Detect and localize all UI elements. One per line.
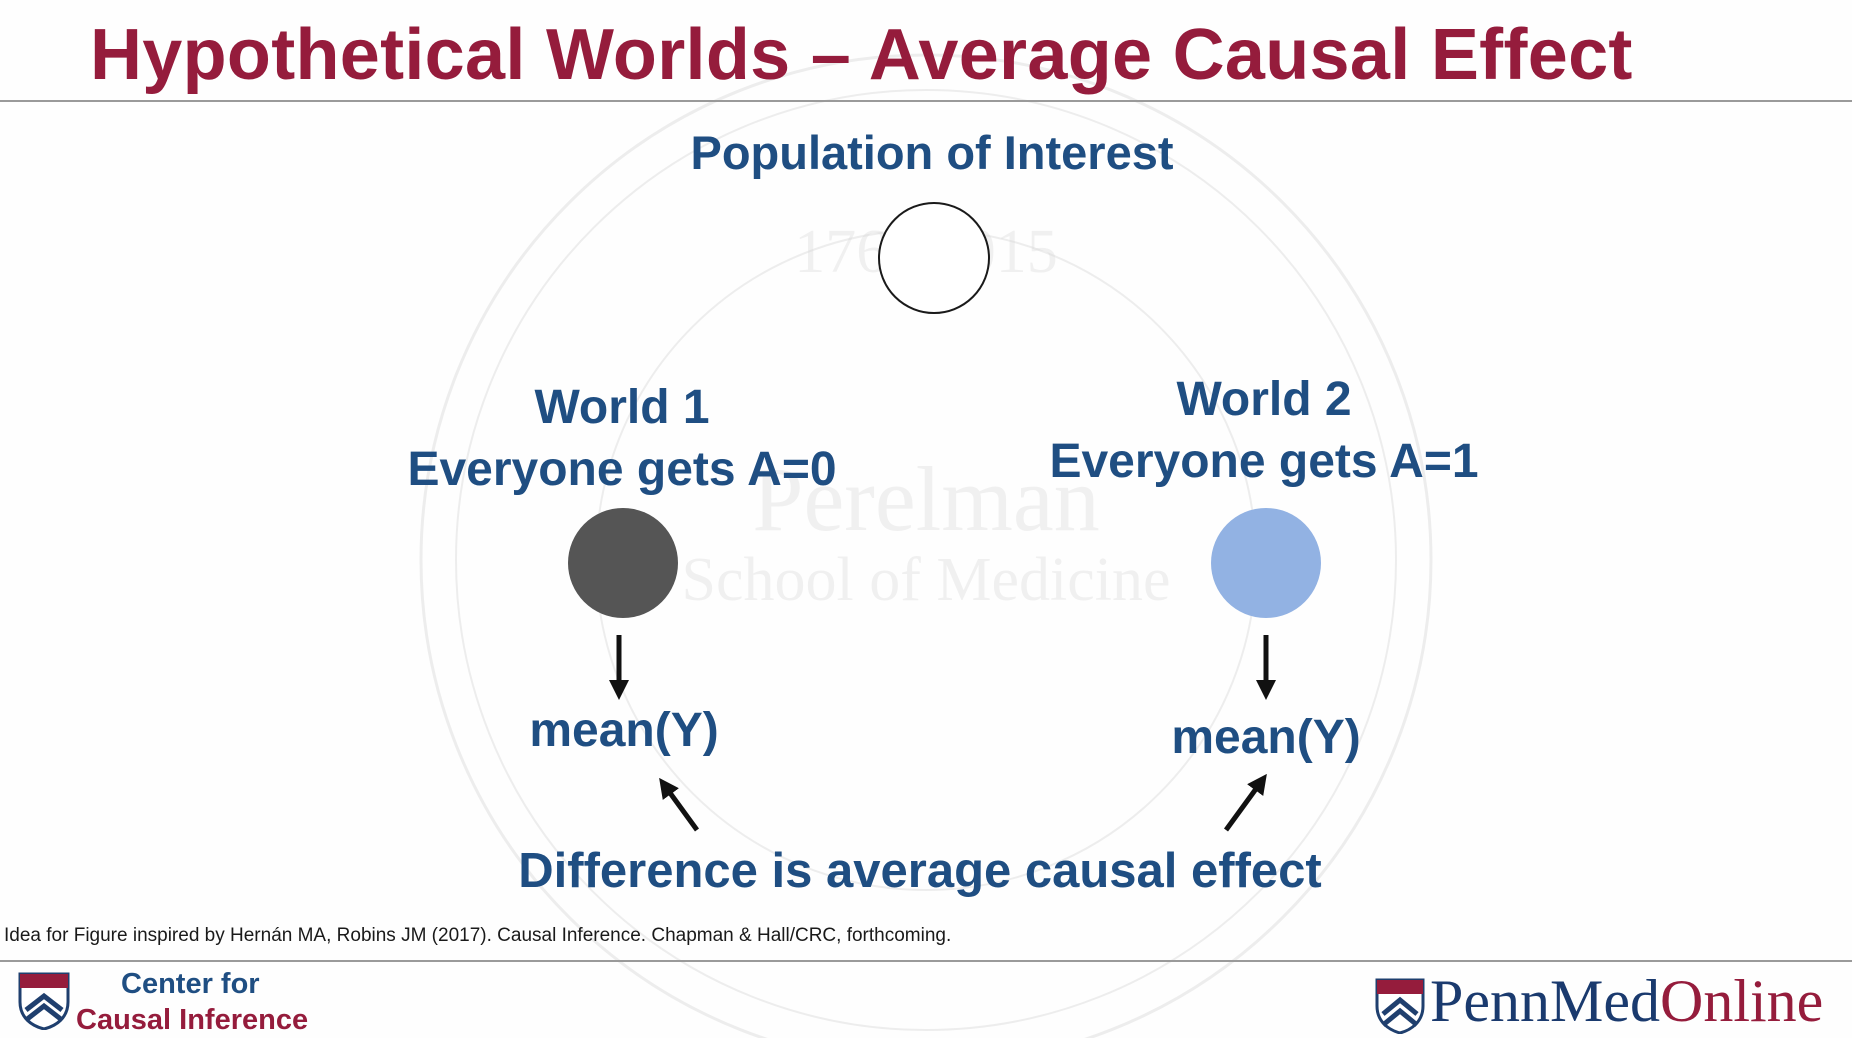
svg-text:Perelman: Perelman [752, 448, 1099, 550]
world2-name: World 2 [1176, 373, 1352, 426]
difference-label: Difference is average causal effect [518, 844, 1322, 898]
world1-outcome: mean(Y) [529, 704, 719, 757]
difference-right-arrow [1223, 773, 1267, 832]
center-for-causal-inference-logo: Center for Causal Inference [76, 966, 308, 1038]
org-line1: Center for [121, 968, 260, 1000]
org-line2: Causal Inference [76, 1004, 309, 1036]
world1-treatment: Everyone gets A=0 [407, 443, 837, 496]
world2-outcome: mean(Y) [1171, 711, 1361, 764]
svg-text:School of Medicine: School of Medicine [681, 546, 1170, 614]
population-circle [878, 202, 990, 314]
pennmedonline-logo: PennMedOnline [1430, 966, 1823, 1036]
penn-shield-icon [18, 972, 70, 1030]
brand-part1: PennMed [1430, 968, 1660, 1034]
brand-part2: Online [1659, 968, 1824, 1034]
difference-left-arrow [659, 777, 700, 832]
world2-circle [1211, 508, 1321, 618]
world1-name: World 1 [534, 381, 710, 434]
title-divider [0, 100, 1852, 102]
citation: Idea for Figure inspired by Hernán MA, R… [4, 925, 952, 946]
world2-label: World 2 Everyone gets A=1 [1049, 369, 1478, 493]
world1-circle [568, 508, 678, 618]
world2-treatment: Everyone gets A=1 [1049, 435, 1479, 488]
world1-label: World 1 Everyone gets A=0 [407, 377, 836, 501]
population-label: Population of Interest [690, 126, 1174, 179]
footer-divider [0, 960, 1852, 962]
penn-shield-icon [1375, 978, 1425, 1034]
slide-title: Hypothetical Worlds – Average Causal Eff… [90, 15, 1633, 95]
